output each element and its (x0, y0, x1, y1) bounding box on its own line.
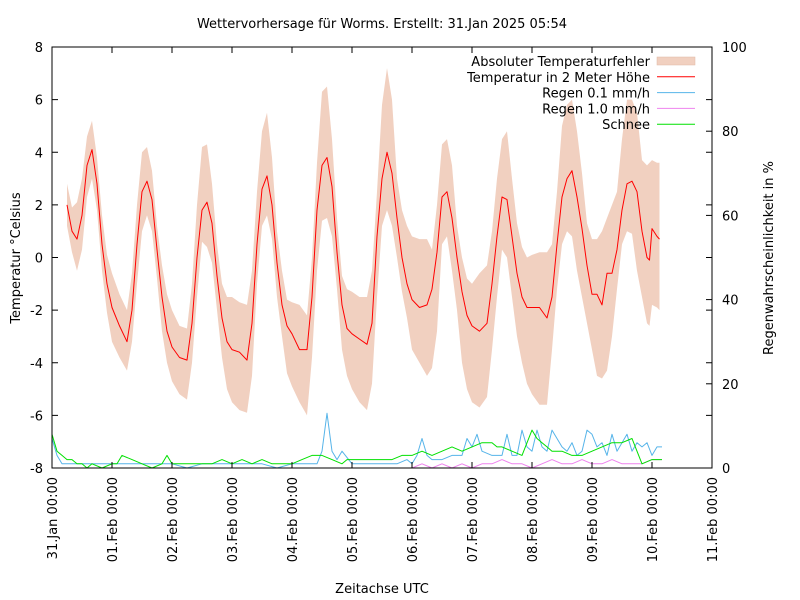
snow-line (51, 429, 662, 469)
x-tick-label: 03.Feb 00:00 (226, 477, 241, 562)
x-tick-label: 02.Feb 00:00 (166, 477, 181, 562)
rain-1-0-line (52, 459, 662, 469)
legend-label: Regen 1.0 mm/h (542, 102, 650, 117)
y-tick-label: -2 (30, 304, 43, 319)
y2-tick-label: 0 (722, 462, 730, 477)
y-tick-label: 4 (35, 146, 43, 161)
y-tick-label: -8 (30, 462, 43, 477)
x-tick-label: 06.Feb 00:00 (406, 477, 421, 562)
y2-tick-label: 100 (722, 41, 747, 56)
y2-tick-label: 80 (722, 125, 739, 140)
plot-area (51, 68, 662, 469)
x-tick-label: 10.Feb 00:00 (646, 477, 661, 562)
chart-title: Wettervorhersage für Worms. Erstellt: 31… (197, 17, 567, 32)
y2-tick-label: 40 (722, 294, 739, 309)
y-tick-label: -4 (30, 357, 43, 372)
legend-label: Regen 0.1 mm/h (542, 87, 650, 102)
legend-label: Schnee (602, 118, 650, 133)
legend-label: Temperatur in 2 Meter Höhe (466, 71, 650, 86)
x-axis-label: Zeitachse UTC (335, 582, 429, 597)
y-axis-left: 8 6 4 2 0 -2 -4 -6 -8 (30, 41, 712, 477)
x-axis: 31.Jan 00:00 01.Feb 00:00 02.Feb 00:00 03.F… (46, 47, 721, 562)
y-tick-label: 8 (35, 41, 43, 56)
x-tick-label: 11.Feb 00:00 (706, 477, 721, 562)
x-tick-label: 31.Jan 00:00 (46, 477, 61, 559)
x-tick-label: 01.Feb 00:00 (106, 477, 121, 562)
rain-0-1-line (51, 412, 662, 469)
legend-label: Absoluter Temperaturfehler (471, 55, 650, 70)
y2-tick-label: 20 (722, 378, 739, 393)
y-tick-label: 0 (35, 252, 43, 267)
legend-swatch-band (656, 56, 696, 66)
x-tick-label: 09.Feb 00:00 (586, 477, 601, 562)
y-tick-label: 2 (35, 199, 43, 214)
x-tick-label: 04.Feb 00:00 (286, 477, 301, 562)
x-tick-label: 08.Feb 00:00 (526, 477, 541, 562)
x-tick-label: 07.Feb 00:00 (466, 477, 481, 562)
x-tick-label: 05.Feb 00:00 (346, 477, 361, 562)
temperature-line (66, 149, 660, 361)
temperature-error-band (67, 68, 660, 416)
y-tick-label: -6 (30, 409, 43, 424)
y2-tick-label: 60 (722, 209, 739, 224)
y-axis-label: Temperatur °Celsius (9, 192, 24, 325)
y2-axis-label: Regenwahrscheinlichkeit in % (762, 161, 777, 355)
y-tick-label: 6 (35, 94, 43, 109)
y-axis-right: 100 80 60 40 20 0 (706, 41, 747, 477)
